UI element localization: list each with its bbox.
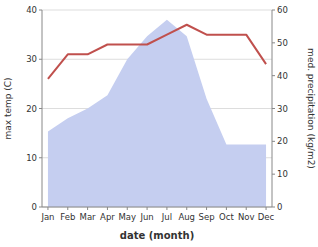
chart: Jan Feb MarAprMayJun Jul Aug Sep Oct NovDec date… <box>0 0 318 247</box>
x-tick-label: Sep <box>199 212 215 222</box>
x-tick <box>186 207 187 210</box>
temperature-line <box>48 25 266 79</box>
x-tick <box>166 207 167 210</box>
x-tick-label: Aug <box>178 212 195 222</box>
y-tick <box>39 10 42 11</box>
y-tick-label: 40 <box>26 5 37 15</box>
x-tick-label: Jan <box>40 212 54 222</box>
y-axis-label: max temp (C) <box>3 77 13 139</box>
x-tick <box>266 207 267 210</box>
y2-tick-label: 50 <box>277 38 288 48</box>
y2-tick <box>272 108 275 109</box>
x-tick <box>147 207 148 210</box>
precipitation-area <box>48 20 266 207</box>
y-tick-label: 10 <box>26 153 37 163</box>
y2-tick-label: 40 <box>277 71 288 81</box>
axes: Jan Feb MarAprMayJun Jul Aug Sep Oct NovDec date… <box>3 5 316 241</box>
grid-line <box>42 207 272 208</box>
y2-tick <box>272 174 275 175</box>
y-tick-label: 20 <box>26 104 37 114</box>
y2-tick-label: 10 <box>277 169 288 179</box>
x-tick-label: Dec <box>258 212 275 222</box>
y2-axis-label: med. precipitation (kg/m2) <box>306 48 316 169</box>
x-axis-line <box>42 207 272 208</box>
y2-tick-label: 20 <box>277 136 288 146</box>
x-tick-label: May <box>118 212 136 222</box>
y-tick-label: 30 <box>26 54 37 64</box>
x-tick-label: Oct <box>219 212 234 222</box>
y-tick <box>39 59 42 60</box>
y2-tick-label: 60 <box>277 5 288 15</box>
x-tick-label: Nov <box>238 212 255 222</box>
plot-area <box>48 20 266 207</box>
x-tick-label: Apr <box>100 212 115 222</box>
x-axis-label: date (month) <box>120 230 194 241</box>
y2-tick-label: 30 <box>277 104 288 114</box>
grid <box>42 10 272 207</box>
y-tick <box>39 157 42 158</box>
x-tick <box>206 207 207 210</box>
y2-tick <box>272 42 275 43</box>
x-tick <box>127 207 128 210</box>
y2-tick <box>272 75 275 76</box>
x-tick <box>67 207 68 210</box>
y2-tick <box>272 141 275 142</box>
x-tick-label: Jul <box>161 212 172 222</box>
x-tick <box>87 207 88 210</box>
y-tick-label: 0 <box>32 202 37 212</box>
x-tick <box>246 207 247 210</box>
chart-container: Jan Feb MarAprMayJun Jul Aug Sep Oct NovDec date… <box>0 0 318 247</box>
y2-tick <box>272 10 275 11</box>
x-tick-label: Mar <box>80 212 97 222</box>
y2-tick <box>272 207 275 208</box>
y2-tick-label: 0 <box>277 202 282 212</box>
x-tick-label: Feb <box>60 212 75 222</box>
x-tick <box>47 207 48 210</box>
x-tick-label: Jun <box>139 212 153 222</box>
y-tick <box>39 108 42 109</box>
y-tick <box>39 207 42 208</box>
x-tick <box>226 207 227 210</box>
grid-line <box>42 10 272 11</box>
x-tick <box>107 207 108 210</box>
